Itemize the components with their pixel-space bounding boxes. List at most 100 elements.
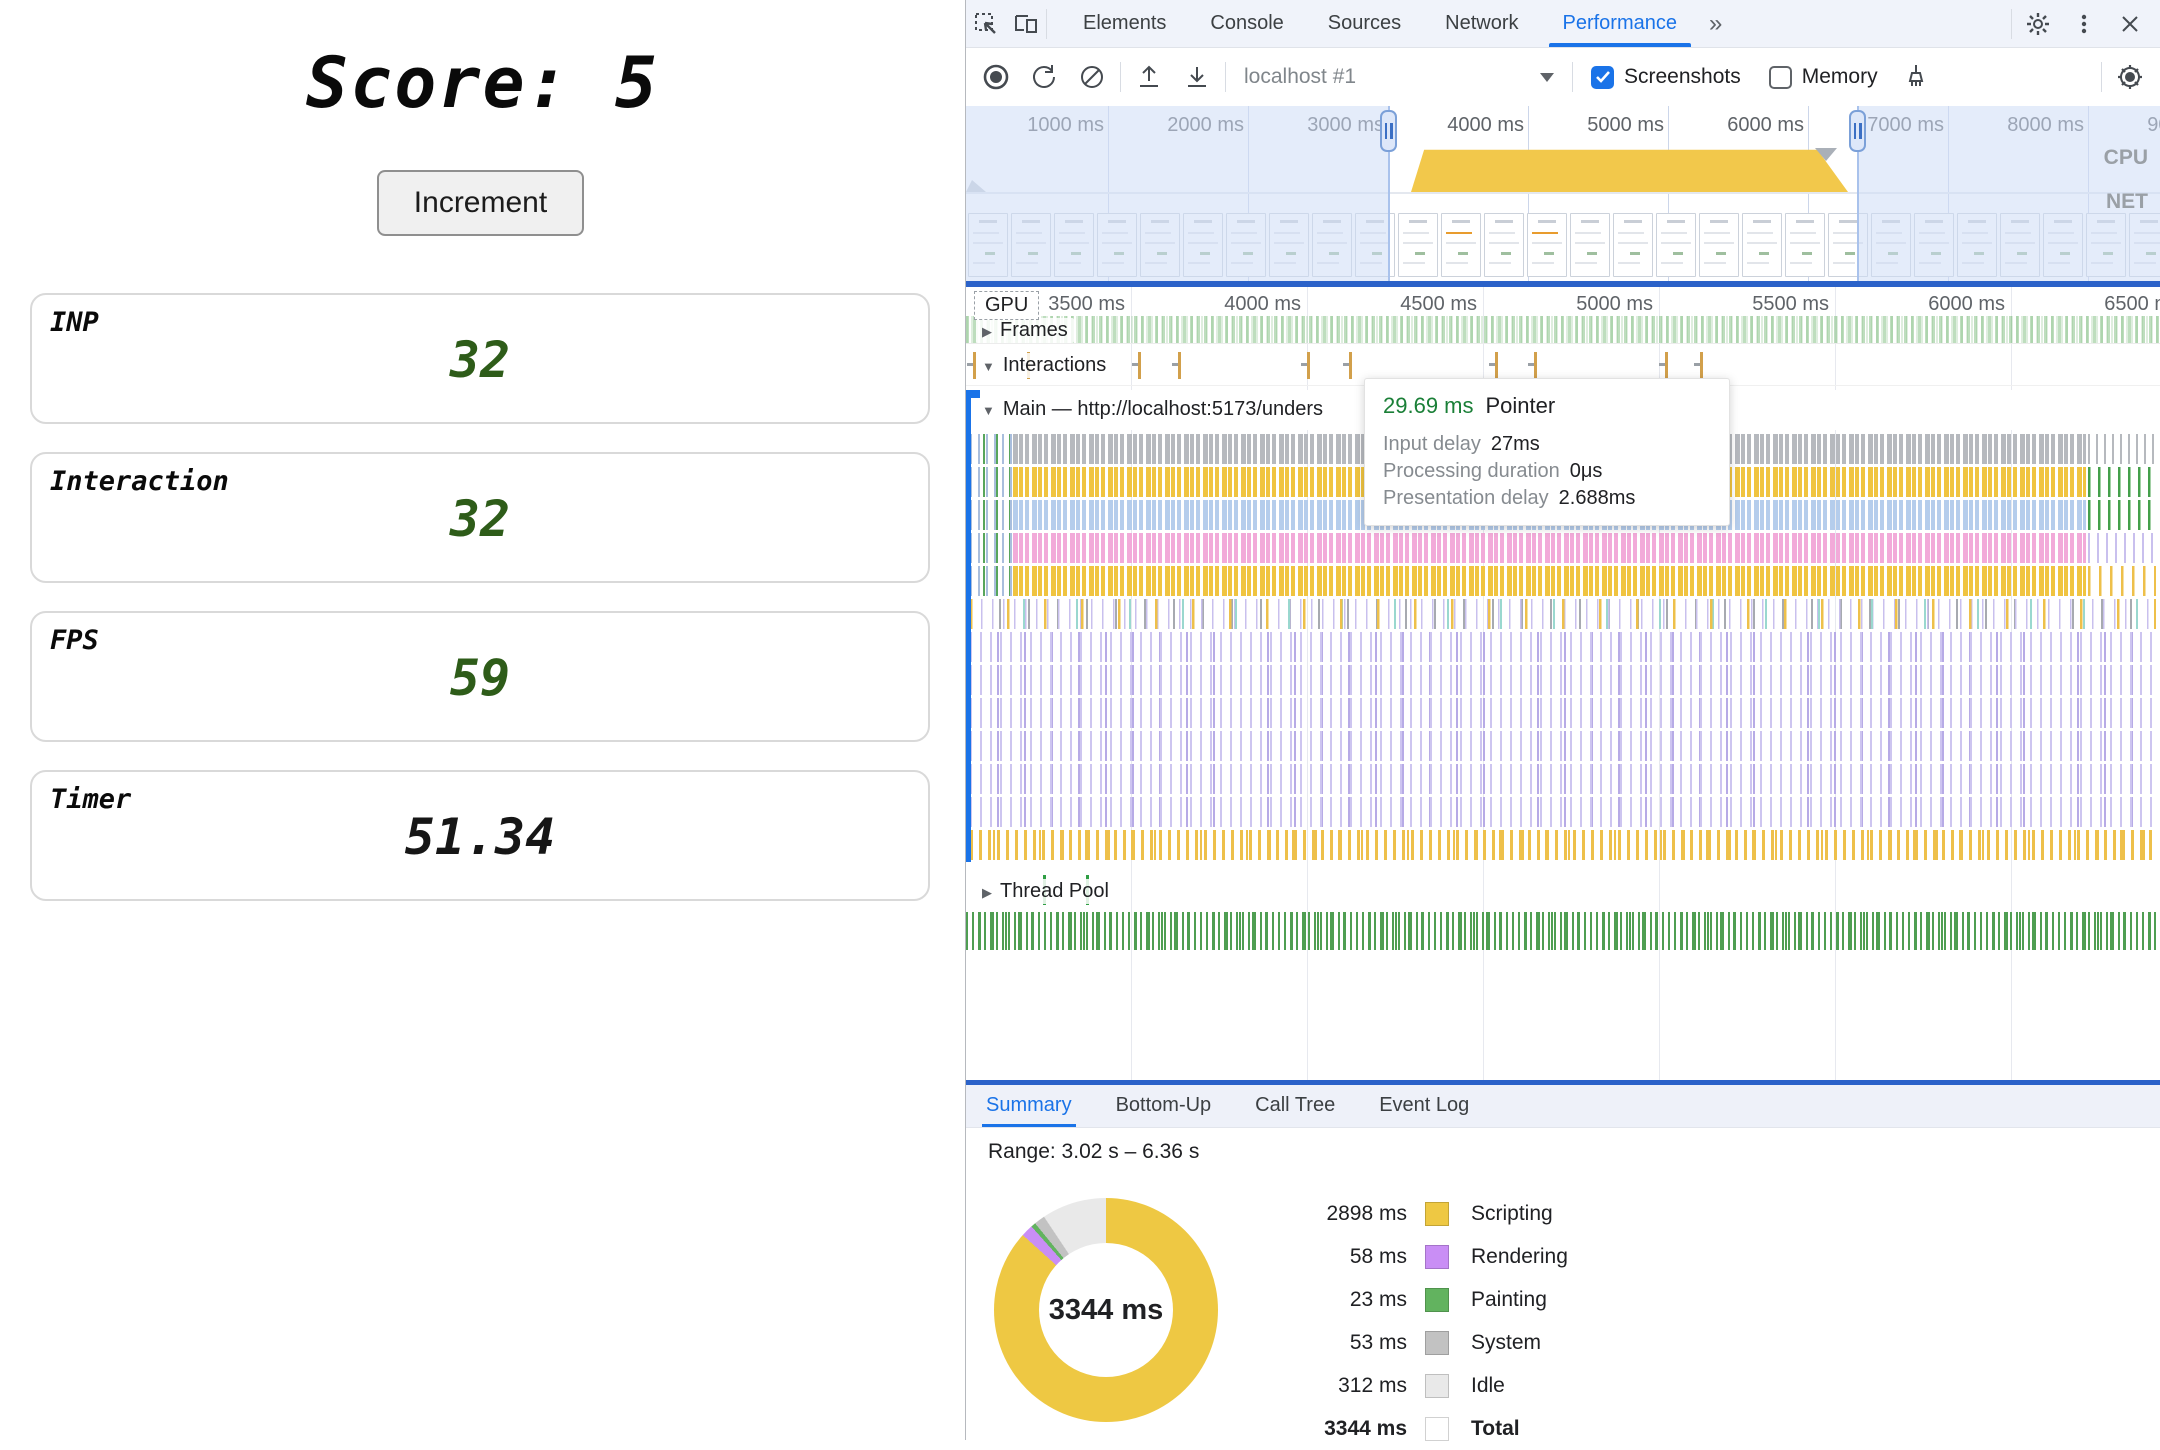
- selection-handle-left[interactable]: [1380, 110, 1397, 152]
- memory-checkbox-row[interactable]: Memory: [1768, 65, 1878, 89]
- divider: [2101, 62, 2102, 92]
- collect-garbage-icon[interactable]: [1896, 60, 1936, 94]
- devtools-tabbar: Elements Console Sources Network Performance…: [966, 0, 2160, 48]
- inspect-element-icon[interactable]: [966, 7, 1006, 41]
- screenshot-thumbnail[interactable]: [1656, 213, 1696, 277]
- tab-console[interactable]: Console: [1210, 12, 1284, 34]
- thread-pool-track[interactable]: [966, 872, 2160, 908]
- flame-row-calls-2[interactable]: [966, 665, 2160, 695]
- legend-label: Painting: [1471, 1287, 1547, 1311]
- flame-row-timers[interactable]: [966, 830, 2160, 860]
- interactions-track-label[interactable]: ▼ Interactions: [976, 353, 1113, 378]
- main-track-selection-bar: [966, 390, 971, 862]
- interaction-marker[interactable]: [1132, 352, 1141, 379]
- legend-swatch: [1425, 1330, 1449, 1355]
- tab-network[interactable]: Network: [1445, 12, 1519, 34]
- bottom-tabs: Summary Bottom-Up Call Tree Event Log: [966, 1085, 2160, 1128]
- memory-label: Memory: [1801, 65, 1878, 88]
- performance-toolbar: localhost #1 Screenshots Memory: [966, 48, 2160, 106]
- increment-button[interactable]: Increment: [377, 170, 584, 236]
- overview-ruler-label: 5000 ms: [1587, 114, 1664, 136]
- bottom-pane-divider[interactable]: [966, 1080, 2160, 1085]
- main-track-label[interactable]: ▼ Main — http://localhost:5173/unders: [976, 397, 1330, 422]
- legend-label: System: [1471, 1330, 1542, 1354]
- interaction-marker[interactable]: [1343, 352, 1352, 379]
- legend-swatch: [1425, 1287, 1449, 1312]
- interaction-marker[interactable]: [1528, 352, 1537, 379]
- selection-edge-right: [1857, 106, 1859, 281]
- screenshot-thumbnail[interactable]: [1398, 213, 1438, 277]
- legend-row-painting: 23 ms Painting: [1262, 1278, 1568, 1321]
- details-ruler-label: 5500 ms: [1752, 293, 1829, 315]
- dropdown-arrow-icon: [1540, 72, 1554, 82]
- interaction-marker[interactable]: [1489, 352, 1498, 379]
- tooltip-row-label: Input delay: [1383, 433, 1481, 455]
- flame-row-calls-3[interactable]: [966, 698, 2160, 728]
- thread-pool-track-label[interactable]: ▶ Thread Pool: [976, 879, 1115, 904]
- device-toolbar-icon[interactable]: [1006, 7, 1046, 41]
- screenshot-thumbnail[interactable]: [1742, 213, 1782, 277]
- net-label: NET: [2106, 190, 2148, 213]
- settings-icon[interactable]: [2018, 7, 2058, 41]
- screenshot-thumbnail[interactable]: [1613, 213, 1653, 277]
- load-profile-icon[interactable]: [1129, 60, 1169, 94]
- bottom-tab-bottom-up[interactable]: Bottom-Up: [1115, 1094, 1212, 1116]
- selection-handle-right[interactable]: [1849, 110, 1866, 152]
- interaction-marker[interactable]: [1659, 352, 1668, 379]
- screenshot-thumbnail[interactable]: [1785, 213, 1825, 277]
- tooltip-duration: 29.69 ms: [1383, 393, 1474, 418]
- metric-label: INP: [50, 307, 99, 338]
- flame-row-mixed[interactable]: [966, 599, 2160, 629]
- screenshot-thumbnail[interactable]: [1484, 213, 1524, 277]
- screenshot-thumbnail[interactable]: [1699, 213, 1739, 277]
- screenshots-checkbox[interactable]: [1591, 65, 1614, 89]
- flame-row-calls-5[interactable]: [966, 764, 2160, 794]
- flame-row-scripting-2[interactable]: [966, 566, 2160, 596]
- bottom-tab-event-log[interactable]: Event Log: [1379, 1094, 1470, 1116]
- disclosure-collapsed-icon: ▶: [982, 324, 992, 339]
- flame-row-calls-6[interactable]: [966, 797, 2160, 827]
- flame-row-events[interactable]: [966, 533, 2160, 563]
- interaction-tooltip: 29.69 ms Pointer Input delay 27ms Processi…: [1364, 378, 1730, 526]
- capture-settings-gear-icon[interactable]: [2110, 60, 2150, 94]
- gpu-track[interactable]: [966, 912, 2160, 950]
- gpu-track-label[interactable]: GPU: [974, 291, 1040, 320]
- flame-row-calls-1[interactable]: [966, 632, 2160, 662]
- interaction-marker[interactable]: [1694, 352, 1703, 379]
- divider: [1572, 62, 1573, 92]
- legend-swatch: [1425, 1244, 1449, 1269]
- profile-select[interactable]: localhost #1: [1234, 57, 1564, 97]
- details-ruler-label: 6500 ms: [2104, 293, 2160, 315]
- tab-elements[interactable]: Elements: [1083, 12, 1167, 34]
- screenshot-thumbnail[interactable]: [1570, 213, 1610, 277]
- legend-row-total: 3344 ms Total: [1262, 1407, 1568, 1450]
- details-ruler-label: 5000 ms: [1576, 293, 1653, 315]
- screenshot-thumbnail[interactable]: [1441, 213, 1481, 277]
- overview-details-divider: [966, 281, 2160, 287]
- tab-sources[interactable]: Sources: [1327, 12, 1402, 34]
- frames-track[interactable]: [966, 316, 2160, 344]
- screenshots-checkbox-row[interactable]: Screenshots: [1591, 65, 1741, 89]
- legend-row-scripting: 2898 ms Scripting: [1262, 1192, 1568, 1235]
- clear-icon[interactable]: [1072, 60, 1112, 94]
- close-devtools-icon[interactable]: [2110, 7, 2150, 41]
- screenshot-thumbnail[interactable]: [1527, 213, 1567, 277]
- save-profile-icon[interactable]: [1177, 60, 1217, 94]
- metric-label: Interaction: [50, 466, 229, 497]
- bottom-tab-call-tree[interactable]: Call Tree: [1255, 1094, 1336, 1116]
- more-options-kebab-icon[interactable]: [2064, 7, 2104, 41]
- bottom-tab-summary[interactable]: Summary: [982, 1085, 1076, 1127]
- memory-checkbox[interactable]: [1768, 65, 1792, 89]
- interaction-marker[interactable]: [967, 352, 976, 379]
- tab-performance[interactable]: Performance: [1541, 0, 1700, 47]
- legend-swatch: [1425, 1373, 1449, 1398]
- frames-track-label[interactable]: ▶ Frames: [976, 318, 1074, 343]
- legend-row-system: 53 ms System: [1262, 1321, 1568, 1364]
- record-icon[interactable]: [976, 60, 1016, 94]
- reload-and-record-icon[interactable]: [1024, 60, 1064, 94]
- more-tabs-button[interactable]: »: [1709, 9, 1723, 37]
- interaction-marker[interactable]: [1172, 352, 1181, 379]
- interaction-marker[interactable]: [1301, 352, 1310, 379]
- flame-row-calls-4[interactable]: [966, 731, 2160, 761]
